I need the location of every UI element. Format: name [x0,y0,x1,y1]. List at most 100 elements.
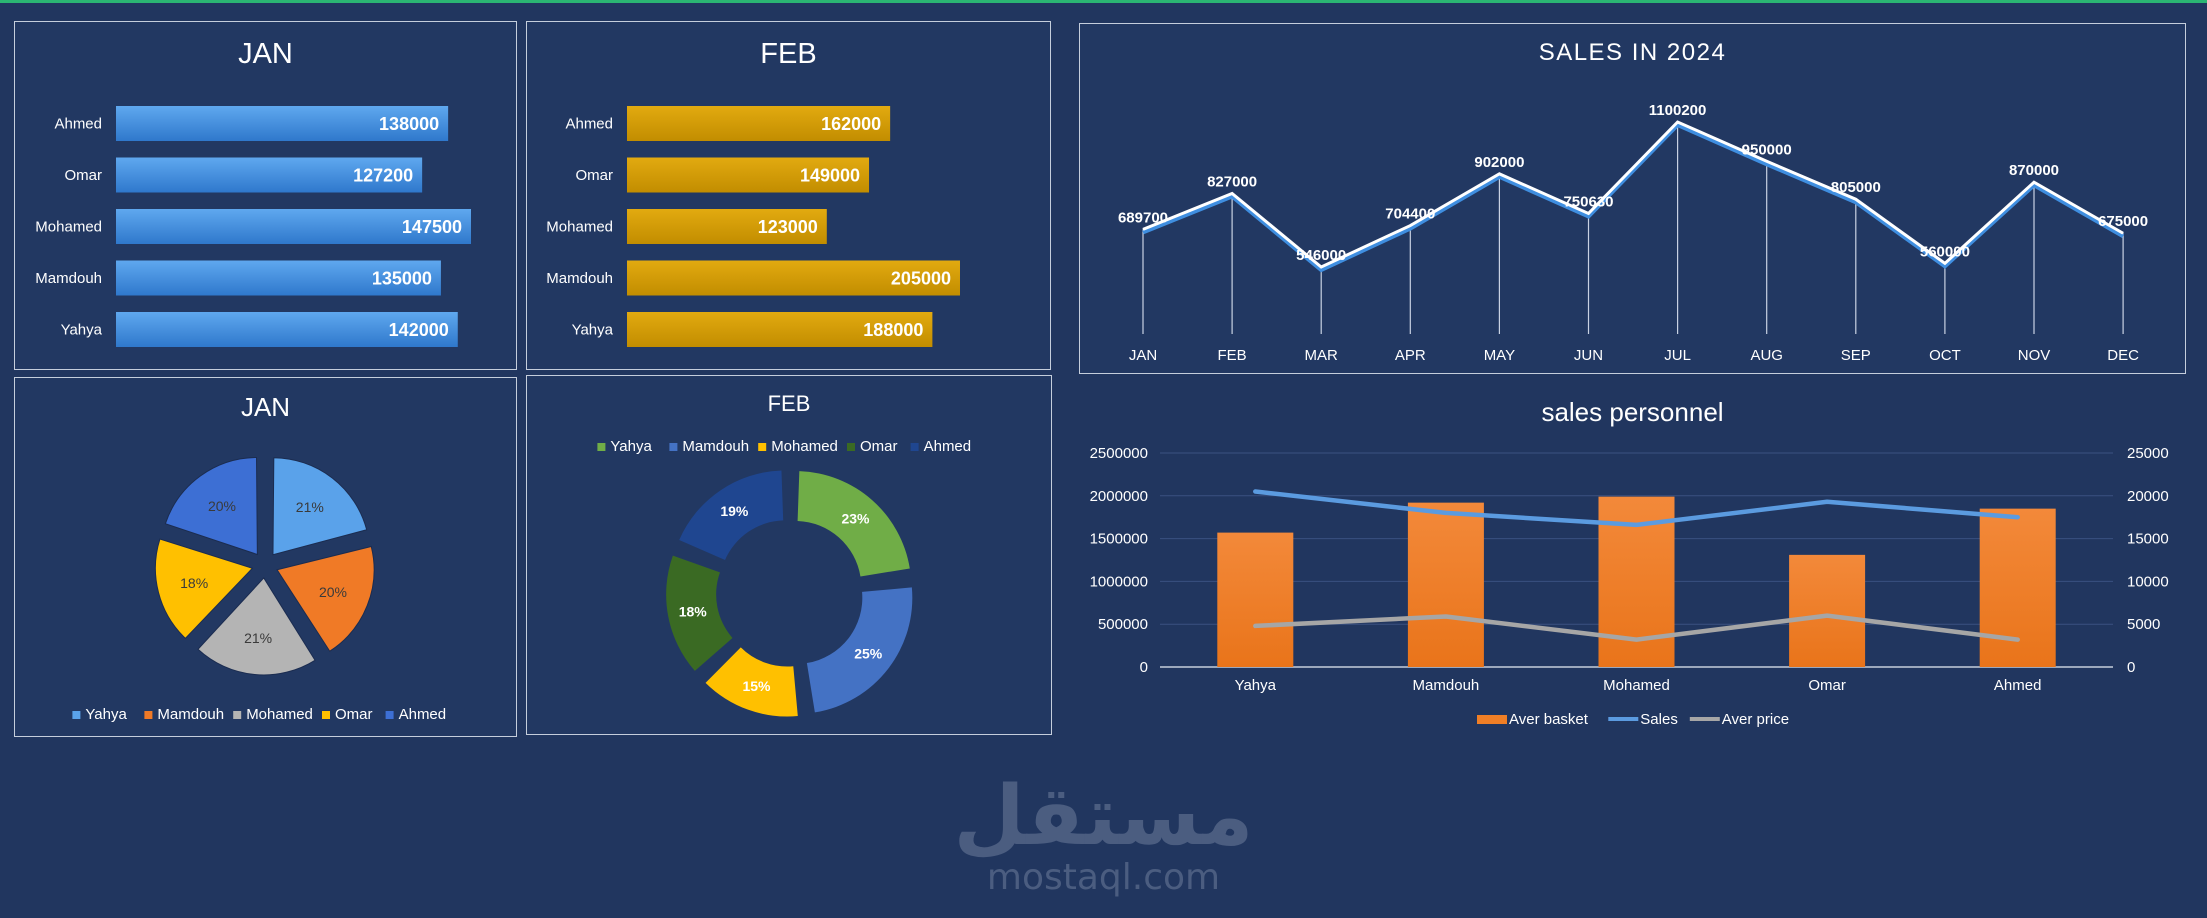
feb-value-label: 123000 [758,217,818,237]
top-accent-line [0,0,2207,3]
feb-donut-title: FEB [767,391,811,416]
jan-category-label: Yahya [61,322,103,339]
feb-donut-legend-label: Mamdouh [682,438,749,455]
sales-month-label: NOV [2018,347,2051,364]
jan-pie-slice [272,457,368,556]
feb-value-label: 205000 [891,269,951,289]
feb-donut-legend-swatch [910,443,919,451]
jan-bar-title: JAN [238,38,293,70]
feb-donut-percent-label: 25% [854,646,883,662]
jan-category-label: Omar [65,167,103,184]
sales-line-title: SALES IN 2024 [1538,39,1727,66]
left-axis-tick: 2000000 [1090,488,1148,505]
left-axis-tick: 0 [1140,659,1148,676]
sales-month-label: MAY [1484,347,1515,364]
jan-bar [116,312,458,347]
jan-pie-legend-swatch [322,711,330,719]
sales-month-label: JUL [1664,347,1691,364]
feb-bar-title: FEB [760,38,817,70]
sales-value-label: 950000 [1742,141,1792,158]
sales-month-label: JAN [1129,347,1157,364]
jan-value-label: 147500 [402,217,462,237]
jan-bar-chart: Ahmed 138000 Omar 127200 Mohamed 147500 Mamdou… [35,106,471,347]
sales-line-panel: SALES IN 2024 689700 827000 546000 704400 90… [1079,23,2186,374]
feb-category-label: Mamdouh [546,270,613,287]
sales-value-label: 805000 [1831,179,1881,196]
sales-month-label: JUN [1574,347,1603,364]
sales-value-label: 546000 [1296,247,1346,264]
jan-pie-percent-label: 21% [296,499,324,515]
jan-pie-percent-label: 20% [319,584,347,600]
sales-value-label: 827000 [1207,173,1257,190]
feb-donut-slice [797,471,910,577]
watermark-arabic: مستقل [953,769,1254,864]
personnel-legend: Aver basket Sales Aver price [1477,711,1789,728]
sales-month-label: FEB [1218,347,1247,364]
watermark-latin: mostaql.com [986,857,1221,898]
feb-donut-legend: Yahya Mamdouh Mohamed Omar Ahmed [597,438,971,455]
jan-pie-legend-label: Mohamed [246,706,313,723]
left-axis-tick: 500000 [1098,616,1148,633]
feb-donut-legend-label: Ahmed [924,438,972,455]
sales-value-label: 704400 [1385,206,1435,223]
jan-pie-title: JAN [240,392,291,422]
aver-basket-bar [1217,532,1294,667]
sales-value-label: 1100200 [1649,102,1707,119]
feb-bar [627,260,960,296]
personnel-category-label: Mamdouh [1413,677,1480,694]
aver-basket-bar [1979,508,2056,667]
aver-basket-bar [1789,554,1866,667]
jan-category-label: Mohamed [35,219,102,236]
jan-pie-panel: JAN 21% 20% 21% 18% 20% Yahya Mamdouh Mohamed Om… [14,377,517,737]
sales-series-line [1142,120,2124,269]
sales-value-label: 870000 [2009,162,2059,179]
feb-value-label: 149000 [800,166,860,186]
jan-pie-chart: 21% 20% 21% 18% 20% Yahya Mamdouh Mohamed Omar Ah… [72,456,446,723]
feb-donut-percent-label: 19% [720,503,749,519]
jan-bar [116,260,441,296]
personnel-combo-chart: 2500000 25000 2000000 20000 1500000 15000 1000… [1090,445,2169,728]
right-axis-tick: 0 [2127,659,2135,676]
feb-category-label: Yahya [572,322,614,339]
sales-month-label: SEP [1841,347,1871,364]
jan-pie-slice [164,456,258,556]
sales-series-line [1253,489,2020,528]
jan-pie-legend-label: Ahmed [399,706,447,723]
jan-pie-legend-swatch [233,711,242,719]
sales-month-label: APR [1395,347,1426,364]
left-axis-tick: 1000000 [1090,573,1148,590]
jan-value-label: 135000 [372,269,432,289]
personnel-category-label: Yahya [1235,677,1277,694]
jan-pie-percent-label: 21% [244,630,272,646]
right-axis-tick: 5000 [2127,616,2160,633]
jan-pie-legend-swatch [144,711,153,719]
feb-value-label: 188000 [863,320,923,340]
feb-donut-slice [705,647,798,717]
feb-donut-slice [806,587,913,713]
jan-bar-panel: JAN Ahmed 138000 Omar 127200 Mohamed 147500 Ma… [14,21,517,370]
left-axis-tick: 1500000 [1090,531,1148,548]
feb-donut-legend-label: Mohamed [771,438,838,455]
left-axis-tick: 2500000 [1090,445,1148,462]
personnel-legend-swatch [1477,715,1507,724]
feb-category-label: Mohamed [546,219,613,236]
feb-category-label: Ahmed [565,116,613,133]
jan-value-label: 142000 [389,320,449,340]
jan-pie-legend: Yahya Mamdouh Mohamed Omar Ahmed [72,706,446,723]
sales-line-shadow [1142,122,2125,273]
jan-pie-legend-label: Omar [335,706,373,723]
personnel-legend-label: Aver basket [1509,711,1589,728]
right-axis-tick: 25000 [2127,445,2169,462]
personnel-category-label: Omar [1808,677,1846,694]
personnel-legend-label: Aver price [1722,711,1789,728]
feb-donut-legend-swatch [758,443,767,451]
right-axis-tick: 20000 [2127,488,2169,505]
jan-pie-legend-swatch [385,711,394,719]
jan-category-label: Mamdouh [35,270,102,287]
jan-bar [116,157,423,193]
feb-bar [627,209,827,244]
jan-pie-slice [276,545,375,652]
feb-donut-percent-label: 15% [742,678,771,694]
jan-pie-slice [197,577,316,676]
feb-donut-slice [666,555,733,671]
